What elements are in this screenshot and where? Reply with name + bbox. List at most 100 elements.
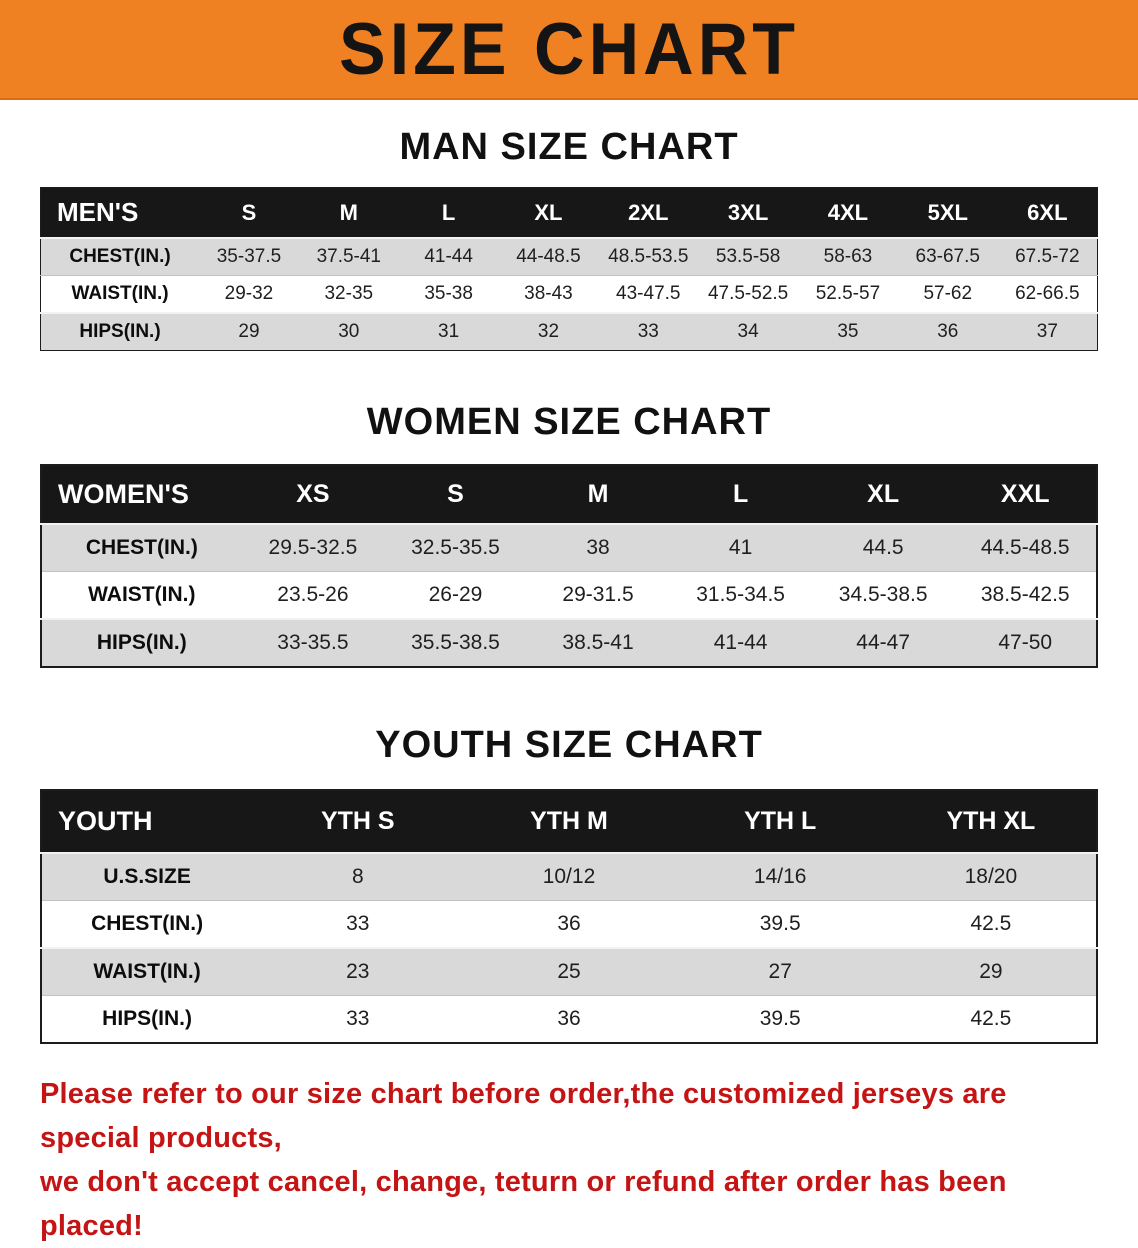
value-cell: 30 — [338, 321, 360, 342]
table-header-row: WOMEN'S XS S M L XL XXL — [41, 465, 1097, 524]
value-cell: 38.5-42.5 — [980, 583, 1070, 606]
table-row: CHEST(IN.) 29.5-32.5 32.5-35.5 38 41 44.5 44.5… — [41, 524, 1097, 572]
size-column-header: XL — [811, 465, 955, 524]
value-cell: 35-38 — [424, 283, 473, 304]
men-section-heading: MAN SIZE CHART — [399, 126, 739, 168]
size-column-header: 3XL — [698, 187, 799, 238]
section-women: WOMEN SIZE CHART WOMEN'S XS S M L XL XXL CHEST(… — [0, 401, 1138, 668]
value-cell: 44-47 — [856, 631, 911, 654]
table-header-row: MEN'S S M L XL 2XL 3XL 4XL 5XL 6XL — [40, 187, 1098, 238]
value-cell: 33 — [346, 912, 370, 935]
size-column-header: 6XL — [997, 187, 1098, 238]
value-cell: 42.5 — [970, 912, 1012, 935]
row-label-cell: HIPS(IN.) — [96, 631, 187, 654]
table-row: CHEST(IN.) 33 36 39.5 42.5 — [41, 900, 1097, 948]
table-row: WAIST(IN.) 23 25 27 29 — [41, 948, 1097, 996]
row-label-cell: WAIST(IN.) — [93, 960, 201, 983]
value-cell: 36 — [937, 321, 959, 342]
notice-line-1: Please refer to our size chart before or… — [40, 1078, 1007, 1154]
value-cell: 27 — [768, 960, 792, 983]
value-cell: 58-63 — [823, 246, 873, 267]
value-cell: 41-44 — [713, 631, 768, 654]
value-cell: 34.5-38.5 — [838, 583, 928, 606]
value-cell: 38.5-41 — [562, 631, 634, 654]
women-size-table: WOMEN'S XS S M L XL XXL CHEST(IN.) 29.5-32.5 32.5… — [40, 464, 1098, 668]
table-row: HIPS(IN.) 33-35.5 35.5-38.5 38.5-41 41-44 44-… — [41, 619, 1097, 667]
youth-section-heading: YOUTH SIZE CHART — [375, 724, 763, 766]
page-title: SIZE CHART — [339, 8, 799, 90]
row-label-cell: HIPS(IN.) — [79, 321, 161, 342]
value-cell: 35 — [837, 321, 859, 342]
value-cell: 41-44 — [424, 246, 473, 267]
value-cell: 62-66.5 — [1015, 283, 1080, 304]
table-header-row: YOUTH YTH S YTH M YTH L YTH XL — [41, 790, 1097, 853]
value-cell: 32-35 — [324, 283, 374, 304]
value-cell: 44-48.5 — [516, 246, 581, 267]
section-men: MAN SIZE CHART MEN'S S M L XL 2XL 3XL 4XL 5XL 6XL… — [0, 126, 1138, 351]
table-row: HIPS(IN.) 29 30 31 32 33 34 35 36 37 — [40, 313, 1098, 351]
size-column-header: 4XL — [798, 187, 898, 238]
notice-line-2: we don't accept cancel, change, teturn o… — [40, 1166, 1007, 1242]
value-cell: 42.5 — [970, 1007, 1012, 1030]
value-cell: 48.5-53.5 — [608, 246, 689, 267]
row-label-cell: CHEST(IN.) — [91, 912, 204, 935]
value-cell: 47-50 — [998, 631, 1053, 654]
value-cell: 34 — [737, 321, 759, 342]
table-row: U.S.SIZE 8 10/12 14/16 18/20 — [41, 853, 1097, 901]
value-cell: 38-43 — [524, 283, 573, 304]
value-cell: 25 — [557, 960, 581, 983]
table-row: HIPS(IN.) 33 36 39.5 42.5 — [41, 995, 1097, 1043]
size-column-header: YTH M — [463, 790, 675, 853]
size-column-header: XS — [241, 465, 385, 524]
value-cell: 47.5-52.5 — [707, 283, 789, 304]
banner: SIZE CHART — [0, 0, 1138, 100]
value-cell: 53.5-58 — [715, 246, 781, 267]
value-cell: 33 — [637, 321, 659, 342]
value-cell: 29-32 — [224, 283, 274, 304]
size-column-header: L — [398, 187, 499, 238]
value-cell: 52.5-57 — [815, 283, 881, 304]
value-cell: 41 — [728, 536, 753, 559]
value-cell: 18/20 — [964, 865, 1018, 888]
value-cell: 14/16 — [753, 865, 807, 888]
value-cell: 23.5-26 — [277, 583, 349, 606]
size-column-header: YTH L — [674, 790, 886, 853]
youth-size-table: YOUTH YTH S YTH M YTH L YTH XL U.S.SIZE 8 10/12… — [40, 789, 1098, 1044]
value-cell: 33-35.5 — [277, 631, 349, 654]
women-section-heading: WOMEN SIZE CHART — [366, 401, 772, 443]
value-cell: 36 — [557, 1007, 581, 1030]
value-cell: 10/12 — [542, 865, 596, 888]
value-cell: 63-67.5 — [915, 246, 980, 267]
value-cell: 29.5-32.5 — [268, 536, 358, 559]
footer-notice: Please refer to our size chart before or… — [40, 1072, 1098, 1248]
value-cell: 35-37.5 — [216, 246, 282, 267]
row-label-cell: HIPS(IN.) — [102, 1007, 193, 1030]
value-cell: 57-62 — [923, 283, 973, 304]
size-column-header: 2XL — [598, 187, 699, 238]
value-cell: 36 — [557, 912, 581, 935]
size-column-header: M — [298, 187, 399, 238]
size-column-header: XL — [498, 187, 599, 238]
value-cell: 39.5 — [759, 912, 801, 935]
size-column-header: XXL — [954, 465, 1097, 524]
size-column-header: 5XL — [897, 187, 998, 238]
value-cell: 32.5-35.5 — [411, 536, 500, 559]
section-youth: YOUTH SIZE CHART YOUTH YTH S YTH M YTH L YTH… — [0, 724, 1138, 1044]
value-cell: 39.5 — [759, 1007, 801, 1030]
value-cell: 43-47.5 — [616, 283, 681, 304]
value-cell: 31.5-34.5 — [696, 583, 785, 606]
value-cell: 44.5-48.5 — [980, 536, 1070, 559]
value-cell: 38 — [586, 536, 610, 559]
table-title-cell: YOUTH — [41, 790, 253, 853]
table-row: WAIST(IN.) 29-32 32-35 35-38 38-43 43-47.5 47.… — [40, 275, 1098, 313]
row-label-cell: WAIST(IN.) — [88, 583, 196, 606]
row-label-cell: WAIST(IN.) — [71, 283, 169, 304]
row-label-cell: CHEST(IN.) — [85, 536, 198, 559]
value-cell: 67.5-72 — [1015, 246, 1080, 267]
value-cell: 23 — [346, 960, 370, 983]
row-label-cell: U.S.SIZE — [103, 865, 191, 888]
size-column-header: M — [526, 465, 670, 524]
row-label-cell: CHEST(IN.) — [69, 246, 171, 267]
value-cell: 31 — [438, 321, 460, 342]
value-cell: 29-31.5 — [562, 583, 634, 606]
